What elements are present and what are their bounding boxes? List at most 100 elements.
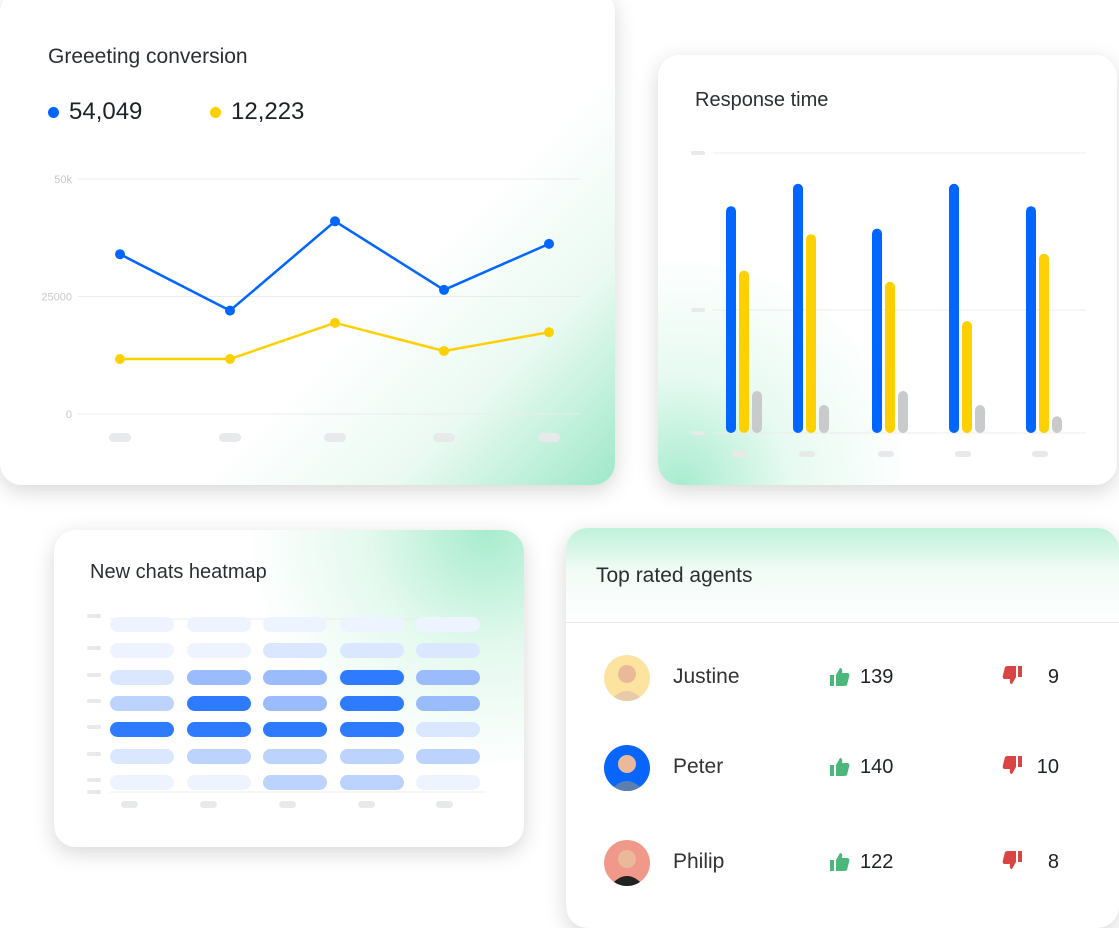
y-tick-placeholder <box>87 778 101 782</box>
heatmap-cell <box>187 749 251 764</box>
series-line <box>119 220 550 312</box>
thumbs-down-icon <box>1002 851 1022 869</box>
dislikes-count: 10 <box>1036 756 1059 778</box>
agent-name: Philip <box>673 850 725 873</box>
agent-row[interactable]: Justine 139 9 <box>566 648 1119 708</box>
bar <box>975 405 985 433</box>
bar-chart <box>691 151 1086 457</box>
data-point <box>544 327 554 338</box>
x-tick-placeholder <box>955 451 971 457</box>
heatmap-cell <box>416 670 480 685</box>
heatmap-cell <box>340 696 404 711</box>
heatmap-cell <box>340 749 404 764</box>
data-point <box>330 216 340 227</box>
heatmap-cell <box>416 749 480 764</box>
thumbs-down-icon <box>1002 666 1022 684</box>
x-tick-placeholder <box>324 433 346 442</box>
heatmap-cell <box>416 643 480 658</box>
avatar <box>604 655 650 701</box>
y-tick-label: 0 <box>66 409 72 421</box>
data-point <box>225 305 235 316</box>
x-tick-placeholder <box>878 451 894 457</box>
bar <box>885 281 895 433</box>
agent-row[interactable]: Peter 140 10 <box>566 738 1119 798</box>
bar <box>1026 206 1036 433</box>
person-icon <box>610 755 644 791</box>
x-tick-placeholder <box>799 451 815 457</box>
bar <box>739 270 749 433</box>
legend-dot <box>210 106 221 118</box>
heatmap-cell <box>340 643 404 658</box>
agent-name: Justine <box>673 665 740 688</box>
greeting-conversion-card: Greeeting conversion 54,049 12,223 50k 25… <box>0 0 615 485</box>
likes-count: 140 <box>860 756 894 778</box>
bar <box>752 391 762 433</box>
x-tick-placeholder <box>358 801 375 808</box>
heatmap-cell <box>110 749 174 764</box>
x-tick-placeholder <box>219 433 241 442</box>
bar <box>1039 253 1049 433</box>
heatmap-cell <box>187 617 251 632</box>
agent-row[interactable]: Philip 122 8 <box>566 833 1119 893</box>
thumbs-up-icon <box>830 853 850 871</box>
bar <box>806 234 816 433</box>
likes-count: 122 <box>860 851 894 873</box>
bar <box>793 183 803 433</box>
y-tick-label: 25000 <box>41 292 72 304</box>
y-tick-placeholder <box>87 646 101 650</box>
heatmap-cell <box>416 775 480 790</box>
y-tick-placeholder <box>87 699 101 703</box>
bar <box>949 183 959 433</box>
y-tick-placeholder <box>691 308 705 312</box>
x-tick-placeholder <box>433 433 455 442</box>
heatmap-cell <box>110 617 174 632</box>
top-rated-agents-card: Top rated agents Justine 139 9 Peter 140… <box>566 528 1119 928</box>
bar <box>962 321 972 433</box>
avatar <box>604 745 650 791</box>
data-point <box>544 238 554 249</box>
y-tick-placeholder <box>691 151 705 155</box>
heatmap-chart <box>87 614 486 808</box>
bar <box>819 405 829 433</box>
heatmap-cell <box>263 670 327 685</box>
card-title: Response time <box>695 89 829 111</box>
dislikes-count: 8 <box>1047 851 1059 873</box>
new-chats-heatmap-card: New chats heatmap <box>54 530 524 847</box>
heatmap-cell <box>187 775 251 790</box>
thumbs-up-icon <box>830 668 850 686</box>
x-tick-placeholder <box>109 433 131 442</box>
response-time-card: Response time <box>658 55 1117 485</box>
thumbs-up-icon <box>830 758 850 776</box>
heatmap-cell <box>416 617 480 632</box>
heatmap-cell <box>263 696 327 711</box>
heatmap-cell <box>110 696 174 711</box>
x-tick-placeholder <box>436 801 453 808</box>
heatmap-cell <box>110 670 174 685</box>
legend-item: 54,049 <box>48 98 142 126</box>
likes-count: 139 <box>860 666 894 688</box>
heatmap-cell <box>187 722 251 737</box>
person-icon <box>610 665 644 701</box>
line-chart: 50k 25000 0 <box>41 174 580 442</box>
heatmap-cell <box>340 722 404 737</box>
data-point <box>330 317 340 328</box>
y-tick-placeholder <box>87 790 101 794</box>
y-tick-label: 50k <box>54 174 72 186</box>
heatmap-cell <box>263 722 327 737</box>
dislikes-count: 9 <box>1047 666 1059 688</box>
card-header: Top rated agents <box>566 528 1119 623</box>
heatmap-cell <box>187 670 251 685</box>
y-tick-placeholder <box>87 725 101 729</box>
x-tick-placeholder <box>538 433 560 442</box>
bar <box>872 228 882 433</box>
legend-dot <box>48 106 59 118</box>
series-line <box>120 321 550 361</box>
data-point <box>225 354 235 365</box>
heatmap-cell <box>263 617 327 632</box>
bar <box>1052 416 1062 433</box>
data-point <box>115 249 125 260</box>
thumbs-down-icon <box>1002 756 1022 774</box>
heatmap-cell <box>340 775 404 790</box>
card-title: Top rated agents <box>596 564 753 587</box>
card-title: Greeeting conversion <box>48 45 248 68</box>
